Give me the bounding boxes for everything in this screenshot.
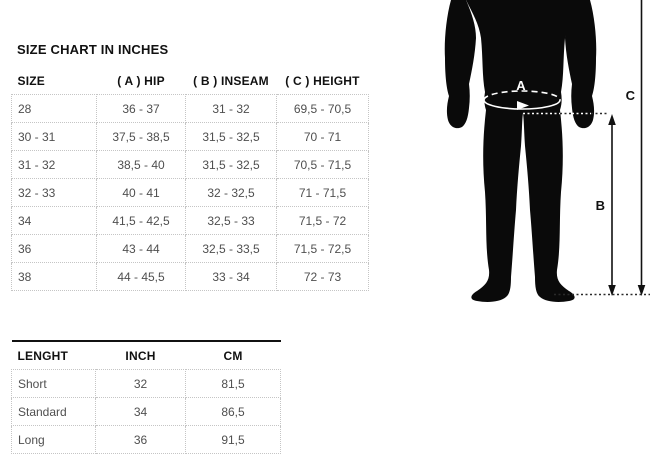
height-measure-label: C	[626, 88, 636, 103]
length-name-cell: Long	[11, 425, 96, 454]
table-row: Long 36 91,5	[11, 425, 281, 454]
inseam-cell: 32,5 - 33	[185, 206, 277, 235]
hip-cell: 40 - 41	[96, 178, 186, 207]
inseam-cell: 33 - 34	[185, 262, 277, 291]
inch-cell: 32	[95, 369, 186, 398]
size-cell: 38	[11, 262, 97, 291]
length-table-header-row: LENGHT INCH CM	[12, 341, 281, 370]
hip-arrowhead-icon	[517, 101, 529, 110]
inseam-cell: 31,5 - 32,5	[185, 122, 277, 151]
cm-cell: 86,5	[185, 397, 281, 426]
length-name-cell: Standard	[11, 397, 96, 426]
col-header-cm: CM	[223, 348, 243, 363]
size-chart-table: SIZE ( A ) HIP ( B ) INSEAM ( C ) HEIGHT…	[11, 67, 369, 291]
page-title: SIZE CHART IN INCHES	[17, 42, 169, 57]
hip-ellipse-dashed-arc	[483, 90, 561, 101]
hip-cell: 41,5 - 42,5	[96, 206, 186, 235]
table-row: Short 32 81,5	[11, 369, 281, 398]
cm-cell: 81,5	[185, 369, 281, 398]
height-cell: 71,5 - 72	[276, 206, 369, 235]
table-row: 36 43 - 44 32,5 - 33,5 71,5 - 72,5	[11, 234, 369, 263]
hip-cell: 44 - 45,5	[96, 262, 186, 291]
inseam-measure-label: B	[596, 198, 605, 213]
col-header-height: ( C ) HEIGHT	[285, 73, 360, 88]
table-row: 34 41,5 - 42,5 32,5 - 33 71,5 - 72	[11, 206, 369, 235]
height-cell: 72 - 73	[276, 262, 369, 291]
inseam-cell: 31 - 32	[185, 94, 277, 123]
height-cell: 71,5 - 72,5	[276, 234, 369, 263]
height-cell: 69,5 - 70,5	[276, 94, 369, 123]
hip-ellipse-solid-arc	[483, 99, 561, 110]
size-cell: 28	[11, 94, 97, 123]
size-cell: 30 - 31	[11, 122, 97, 151]
inseam-arrowhead-down-icon	[608, 285, 616, 296]
body-silhouette	[444, 0, 597, 302]
length-table: LENGHT INCH CM Short 32 81,5 Standard 34…	[11, 340, 281, 454]
height-cell: 70,5 - 71,5	[276, 150, 369, 179]
table-row: 38 44 - 45,5 33 - 34 72 - 73	[11, 262, 369, 291]
body-silhouette-diagram: A B C	[444, 0, 650, 302]
inch-cell: 34	[95, 397, 186, 426]
hip-cell: 43 - 44	[96, 234, 186, 263]
inseam-cell: 32,5 - 33,5	[185, 234, 277, 263]
size-cell: 36	[11, 234, 97, 263]
height-arrowhead-down-icon	[637, 285, 646, 296]
col-header-inseam: ( B ) INSEAM	[193, 73, 269, 88]
cm-cell: 91,5	[185, 425, 281, 454]
height-cell: 70 - 71	[276, 122, 369, 151]
col-header-inch: INCH	[125, 348, 156, 363]
table-row: Standard 34 86,5	[11, 397, 281, 426]
hip-cell: 37,5 - 38,5	[96, 122, 186, 151]
col-header-size: SIZE	[17, 73, 45, 88]
measurement-figure: A B C	[420, 0, 654, 310]
inseam-cell: 31,5 - 32,5	[185, 150, 277, 179]
table-row: 30 - 31 37,5 - 38,5 31,5 - 32,5 70 - 71	[11, 122, 369, 151]
size-cell: 34	[11, 206, 97, 235]
table-row: 28 36 - 37 31 - 32 69,5 - 70,5	[11, 94, 369, 123]
height-cell: 71 - 71,5	[276, 178, 369, 207]
inseam-cell: 32 - 32,5	[185, 178, 277, 207]
inseam-arrowhead-up-icon	[608, 114, 616, 125]
col-header-hip: ( A ) HIP	[117, 73, 165, 88]
length-name-cell: Short	[11, 369, 96, 398]
table-row: 31 - 32 38,5 - 40 31,5 - 32,5 70,5 - 71,…	[11, 150, 369, 179]
table-row: 32 - 33 40 - 41 32 - 32,5 71 - 71,5	[11, 178, 369, 207]
size-cell: 32 - 33	[11, 178, 97, 207]
hip-measure-label: A	[516, 78, 526, 93]
inch-cell: 36	[95, 425, 186, 454]
size-cell: 31 - 32	[11, 150, 97, 179]
hip-cell: 36 - 37	[96, 94, 186, 123]
col-header-length: LENGHT	[17, 348, 69, 363]
hip-cell: 38,5 - 40	[96, 150, 186, 179]
size-table-header-row: SIZE ( A ) HIP ( B ) INSEAM ( C ) HEIGHT	[12, 67, 369, 95]
